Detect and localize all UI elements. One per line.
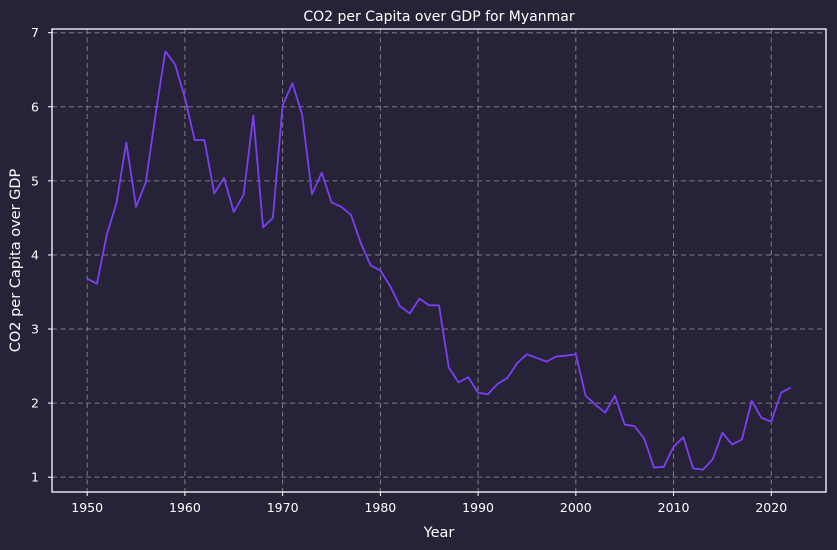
chart-title: CO2 per Capita over GDP for Myanmar xyxy=(303,9,574,25)
x-tick-label: 1980 xyxy=(364,500,396,515)
x-tick-label: 1970 xyxy=(267,500,299,515)
ticks: 1950 1960 1970 1980 1990 2000 2010 2020 1 2 3 4 5 6 7 xyxy=(31,25,787,515)
y-tick-label: 7 xyxy=(31,25,39,40)
x-axis-label: Year xyxy=(423,525,455,541)
series-layer xyxy=(86,50,792,471)
x-tick-label: 1950 xyxy=(71,500,103,515)
y-axis-label: CO2 per Capita over GDP xyxy=(8,168,24,352)
y-tick-label: 3 xyxy=(31,322,39,337)
y-tick-label: 4 xyxy=(31,247,39,262)
plot-frame xyxy=(51,28,827,493)
x-tick-label: 1990 xyxy=(462,500,494,515)
x-tick-label: 1960 xyxy=(169,500,201,515)
y-tick-label: 2 xyxy=(31,396,39,411)
x-tick-label: 2010 xyxy=(658,500,690,515)
x-tick-label: 2000 xyxy=(560,500,592,515)
y-tick-label: 5 xyxy=(31,173,39,188)
grid xyxy=(52,29,826,492)
y-tick-label: 6 xyxy=(31,99,39,114)
x-tick-label: 2020 xyxy=(755,500,787,515)
y-tick-label: 1 xyxy=(31,470,39,485)
series-line xyxy=(86,50,792,471)
